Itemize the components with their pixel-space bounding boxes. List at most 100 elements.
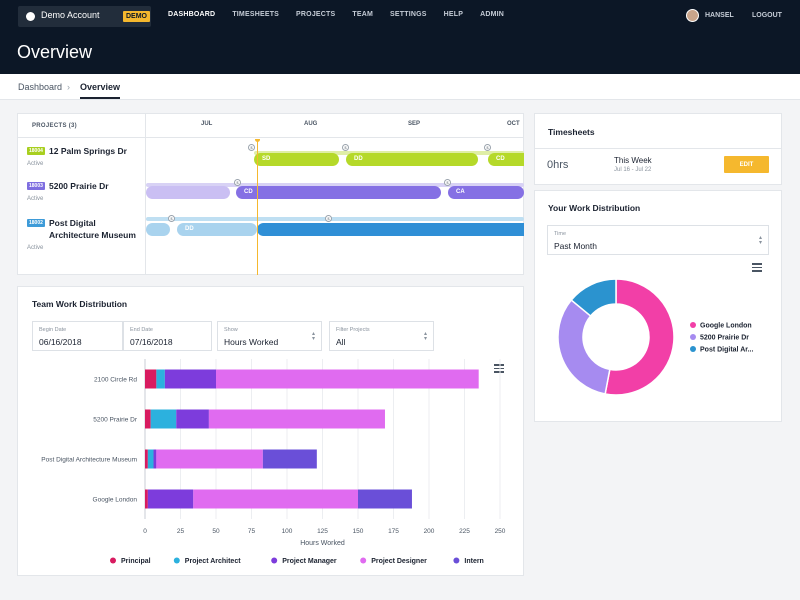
legend-item[interactable]: Post Digital Ar...	[690, 346, 753, 354]
legend-label[interactable]: Project Architect	[185, 558, 241, 565]
bar-segment[interactable]	[156, 369, 165, 389]
milestone-marker-icon[interactable]: $	[325, 215, 332, 222]
x-tick-label: 75	[248, 528, 256, 535]
account-switcher[interactable]: Demo Account DEMO	[18, 6, 151, 27]
project-name[interactable]: 12 Palm Springs Dr	[49, 146, 127, 156]
phase-bar-dd[interactable]: DD	[346, 153, 478, 166]
user-menu[interactable]: HANSEL	[686, 9, 734, 22]
phase-bar-ca[interactable]: CA	[448, 186, 524, 199]
project-name[interactable]: Post Digital Architecture Museum	[49, 218, 136, 240]
bar-segment[interactable]	[156, 449, 263, 469]
milestone-marker-icon[interactable]: $	[444, 179, 451, 186]
x-axis-title: Hours Worked	[300, 540, 345, 547]
bar-segment[interactable]	[147, 449, 154, 469]
field-label: End Date	[130, 327, 153, 333]
legend-label: Google London	[700, 322, 752, 330]
bar-segment[interactable]	[358, 489, 412, 509]
bar-segment[interactable]	[208, 409, 385, 429]
show-select[interactable]: Show Hours Worked ▴ ▾	[217, 321, 322, 351]
chart-menu-icon[interactable]	[494, 364, 504, 375]
legend-label[interactable]: Project Designer	[371, 558, 427, 565]
phase-bar-sd[interactable]: SD	[254, 153, 339, 166]
nav-help[interactable]: HELP	[443, 11, 464, 18]
timeline-track	[146, 217, 524, 221]
phase-bar-cd[interactable]	[257, 223, 524, 236]
account-name: Demo Account	[41, 10, 100, 20]
breadcrumb-overview: Overview	[80, 82, 121, 99]
bar-segment[interactable]	[145, 409, 151, 429]
x-tick-label: 0	[143, 528, 147, 535]
legend-swatch	[690, 322, 696, 328]
logout-link[interactable]: LOGOUT	[752, 12, 782, 19]
bar-segment[interactable]	[145, 489, 148, 509]
timeline-track	[146, 183, 524, 187]
phase-bar[interactable]	[146, 186, 230, 199]
project-status: Active	[27, 245, 44, 251]
month-label: OCT	[507, 121, 520, 127]
milestone-marker-icon[interactable]: $	[342, 144, 349, 151]
card-title: Timesheets	[548, 127, 595, 137]
select-arrows-icon: ▴ ▾	[311, 331, 315, 342]
legend-label[interactable]: Project Manager	[282, 558, 337, 565]
x-tick-label: 200	[424, 528, 435, 535]
filter-projects-select[interactable]: Filter Projects All ▴ ▾	[329, 321, 434, 351]
x-tick-label: 175	[388, 528, 399, 535]
bar-segment[interactable]	[193, 489, 358, 509]
period-range: Jul 16 - Jul 22	[614, 167, 652, 173]
bar-segment[interactable]	[150, 409, 177, 429]
milestone-marker-icon[interactable]: $	[248, 144, 255, 151]
edit-timesheet-button[interactable]: EDIT	[724, 156, 769, 173]
bar-segment[interactable]	[262, 449, 317, 469]
nav-timesheets[interactable]: TIMESHEETS	[232, 11, 280, 18]
project-name[interactable]: 5200 Prairie Dr	[49, 181, 109, 191]
chart-menu-icon[interactable]	[752, 263, 762, 274]
legend-swatch	[271, 557, 278, 564]
timesheets-card: Timesheets 0hrs This Week Jul 16 - Jul 2…	[534, 113, 782, 185]
nav-dashboard[interactable]: DASHBOARD	[168, 11, 216, 18]
field-value: 06/16/2018	[39, 337, 82, 347]
phase-bar-dd[interactable]: DD	[177, 223, 257, 236]
bar-segment[interactable]	[176, 409, 209, 429]
nav-team[interactable]: TEAM	[352, 11, 374, 18]
avatar	[686, 9, 699, 22]
phase-bar[interactable]	[146, 223, 170, 236]
bar-segment[interactable]	[153, 449, 157, 469]
bar-segment[interactable]	[216, 369, 479, 389]
phase-label: CA	[456, 189, 465, 195]
donut-slice[interactable]	[604, 278, 675, 396]
field-value: Hours Worked	[224, 337, 279, 347]
begin-date-field[interactable]: Begin Date 06/16/2018	[32, 321, 123, 351]
donut-slice[interactable]	[570, 278, 617, 318]
month-label: SEP	[408, 121, 421, 127]
breadcrumb-dashboard[interactable]: Dashboard	[18, 82, 63, 92]
legend-label: 5200 Prairie Dr	[700, 334, 750, 342]
legend-label[interactable]: Intern	[464, 558, 483, 565]
bar-segment[interactable]	[147, 489, 194, 509]
chevron-right-icon: ›	[67, 82, 70, 92]
phase-bar-cd[interactable]: CD	[488, 153, 524, 166]
end-date-field[interactable]: End Date 07/16/2018	[123, 321, 212, 351]
x-tick-label: 125	[317, 528, 328, 535]
timeline-header: PROJECTS (3) JUL AUG SEP OCT	[18, 114, 523, 138]
milestone-marker-icon[interactable]: $	[234, 179, 241, 186]
project-status: Active	[27, 196, 44, 202]
donut-slice[interactable]	[557, 298, 611, 395]
legend-item[interactable]: 5200 Prairie Dr	[690, 334, 749, 342]
legend-item[interactable]: Google London	[690, 322, 752, 330]
y-category-label: Google London	[93, 497, 138, 504]
bar-segment[interactable]	[145, 369, 157, 389]
page-title: Overview	[17, 42, 93, 62]
phase-bar-cd[interactable]: CD	[236, 186, 441, 199]
nav-settings[interactable]: SETTINGS	[390, 11, 427, 18]
bar-segment[interactable]	[164, 369, 216, 389]
month-label: JUL	[201, 121, 213, 127]
nav-admin[interactable]: ADMIN	[480, 11, 505, 18]
bar-segment[interactable]	[145, 449, 148, 469]
milestone-marker-icon[interactable]: $	[484, 144, 491, 151]
user-name: HANSEL	[705, 12, 734, 19]
milestone-marker-icon[interactable]: $	[168, 215, 175, 222]
nav-projects[interactable]: PROJECTS	[296, 11, 336, 18]
time-select[interactable]: Time Past Month ▴ ▾	[547, 225, 769, 255]
x-tick-label: 150	[353, 528, 364, 535]
legend-label[interactable]: Principal	[121, 558, 151, 565]
